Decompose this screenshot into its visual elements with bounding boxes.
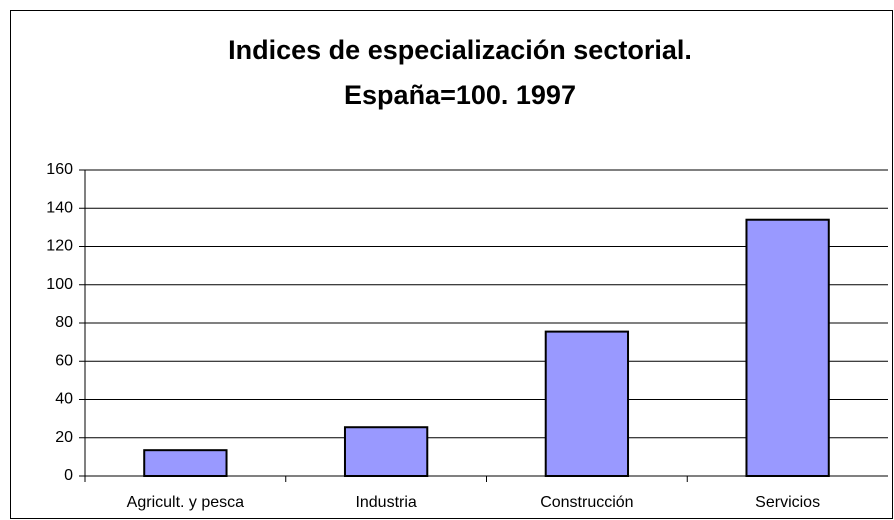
y-tick-label: 40 [55, 391, 73, 408]
y-tick-label: 80 [55, 314, 73, 331]
x-tick-label: Construcción [540, 494, 633, 511]
y-tick-label: 160 [46, 161, 73, 178]
y-tick-label: 0 [64, 467, 73, 484]
chart-title: Indices de especialización sectorial. [228, 35, 692, 65]
x-tick-label: Industria [355, 494, 416, 511]
bar [544, 330, 630, 478]
bar [343, 426, 429, 478]
bar [143, 449, 228, 477]
y-tick-label: 120 [46, 238, 73, 255]
y-tick-label: 60 [55, 352, 73, 369]
y-tick-label: 100 [46, 276, 73, 293]
bar [745, 218, 830, 477]
x-tick-label: Servicios [755, 494, 820, 511]
y-tick-label: 20 [55, 429, 73, 446]
chart-title: España=100. 1997 [344, 80, 576, 110]
x-tick-label: Agricult. y pesca [127, 494, 244, 511]
y-tick-label: 140 [46, 199, 73, 216]
